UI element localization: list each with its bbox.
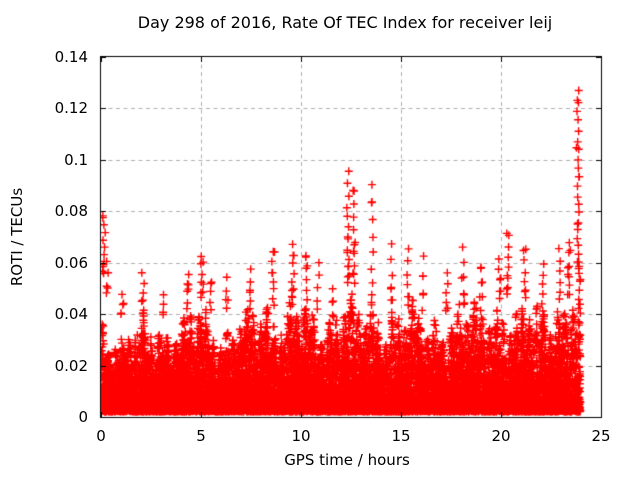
y-tick-label: 0.1 [64, 150, 88, 169]
y-tick-label: 0.14 [54, 48, 88, 66]
y-tick-label: 0.08 [54, 202, 88, 221]
chart-title: Day 298 of 2016, Rate Of TEC Index for r… [137, 13, 553, 32]
x-tick-label: 10 [291, 427, 311, 445]
x-tick-label: 25 [591, 427, 611, 445]
y-tick-label: 0 [78, 408, 88, 426]
x-axis-label: GPS time / hours [284, 451, 410, 469]
x-tick-label: 15 [391, 427, 411, 445]
y-tick-label: 0.12 [54, 99, 88, 118]
x-tick-label: 20 [491, 427, 511, 445]
y-tick-label: 0.02 [54, 356, 88, 375]
x-tick-label: 0 [96, 427, 106, 445]
y-tick-label: 0.06 [54, 253, 88, 272]
y-tick-label: 0.04 [54, 305, 88, 324]
x-tick-label: 5 [196, 427, 206, 445]
